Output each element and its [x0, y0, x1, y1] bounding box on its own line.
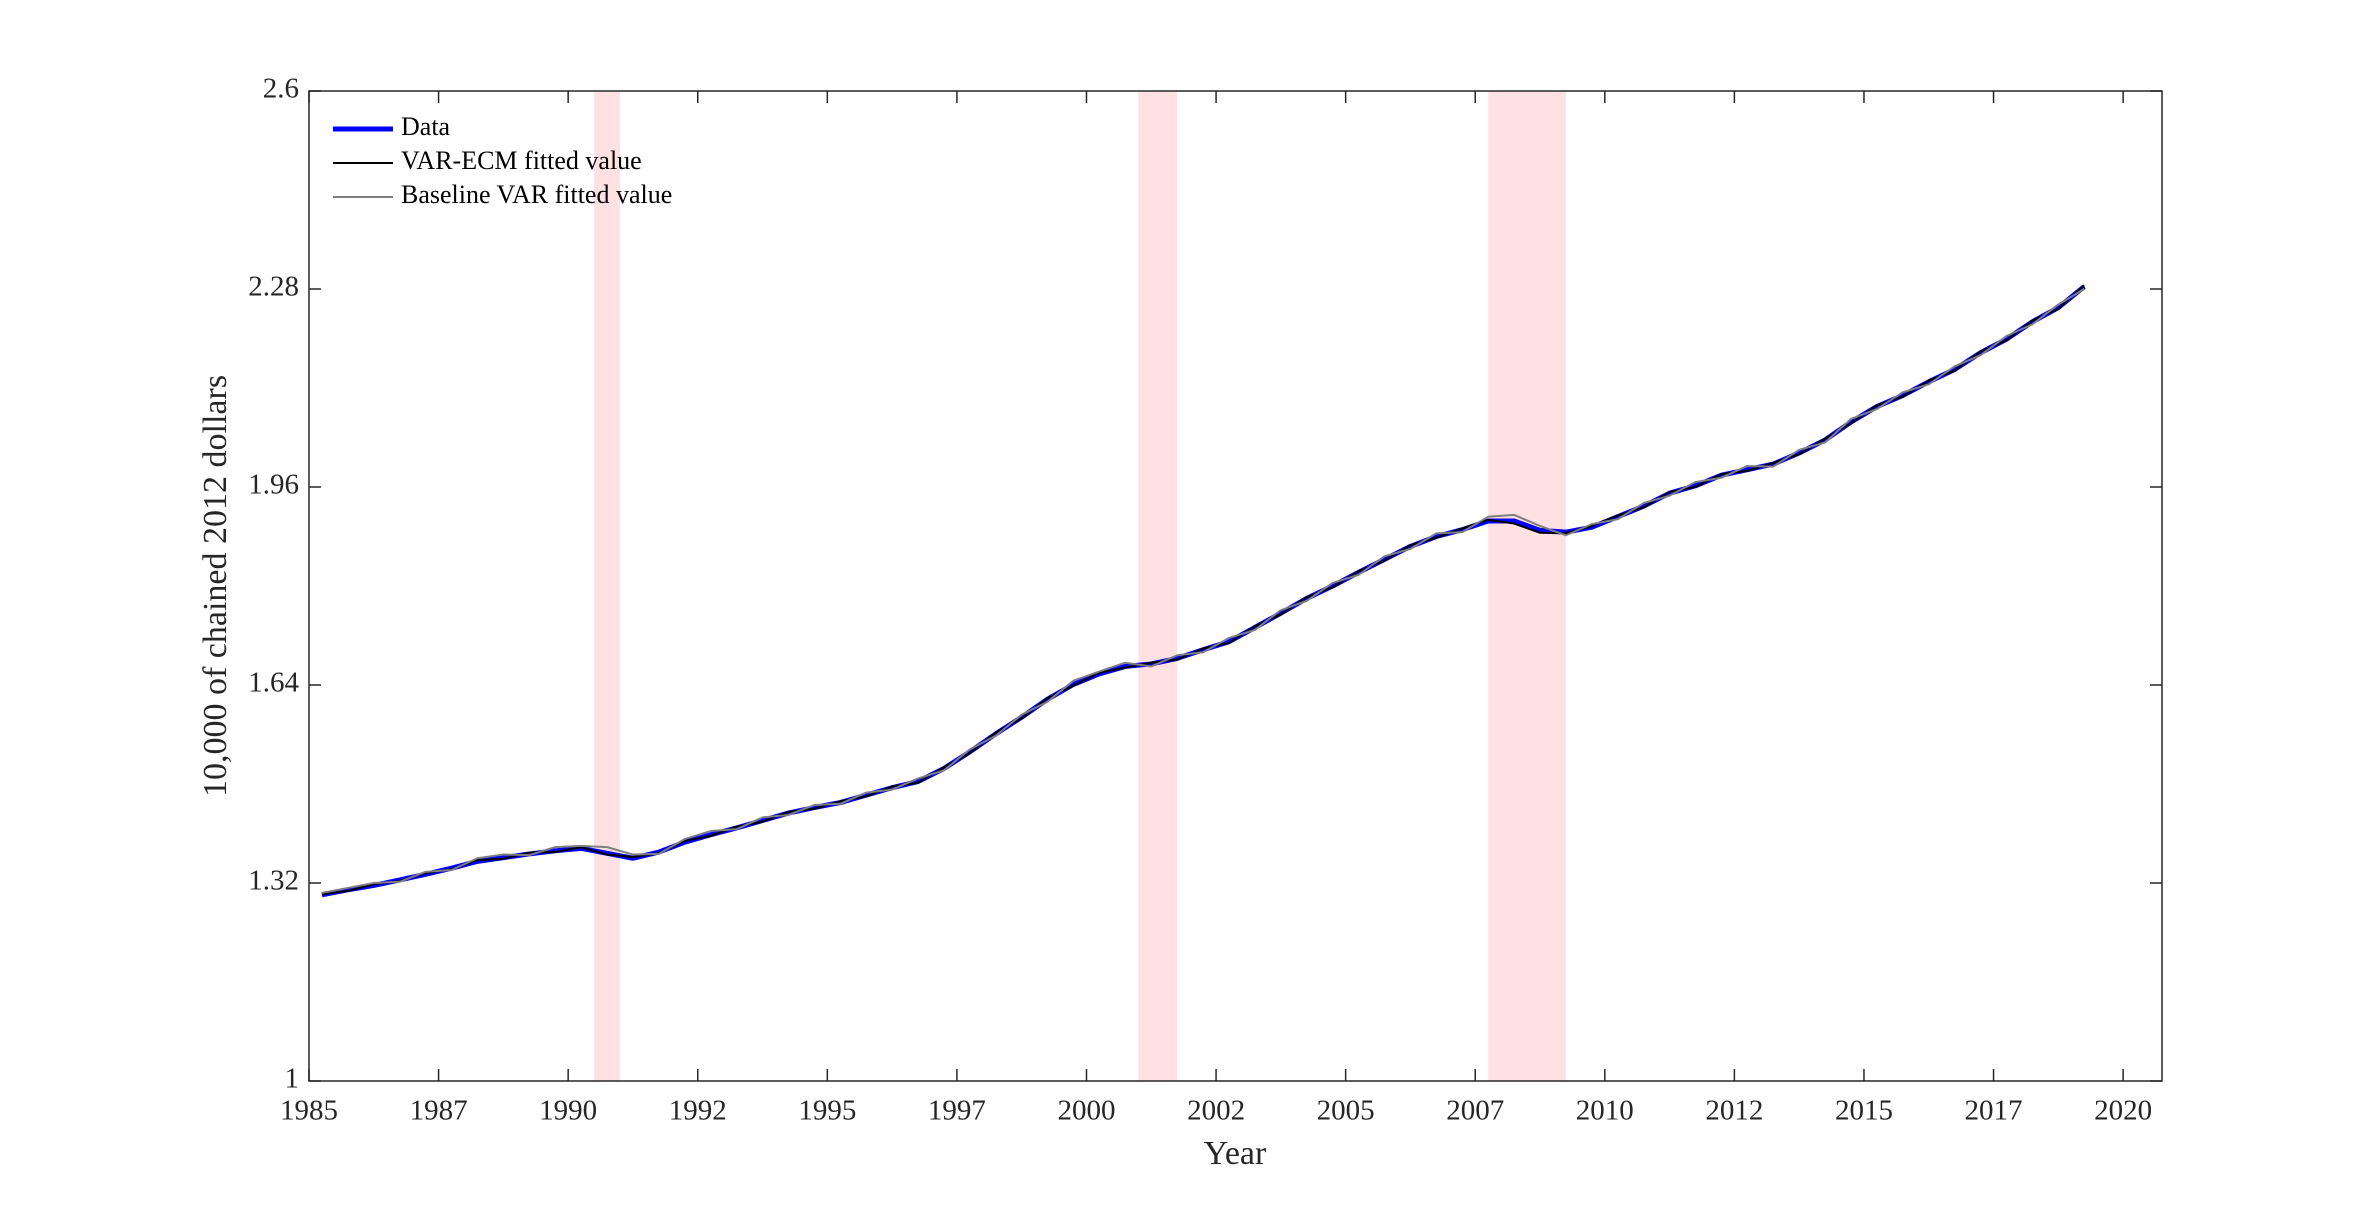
x-tick-label: 2010 — [1576, 1095, 1634, 1127]
x-tick-label: 1990 — [539, 1095, 597, 1127]
recession-band — [1488, 91, 1566, 1081]
x-tick-label: 1997 — [928, 1095, 986, 1127]
x-tick-label: 2017 — [1965, 1095, 2023, 1127]
data-line — [321, 284, 2085, 896]
x-tick-label: 1992 — [669, 1095, 727, 1127]
x-tick-label: 1985 — [280, 1095, 338, 1127]
legend-label: VAR-ECM fitted value — [401, 146, 642, 175]
y-tick-label: 2.6 — [263, 73, 299, 105]
y-axis-label: 10,000 of chained 2012 dollars — [197, 375, 234, 797]
y-tick-label: 1.64 — [248, 667, 299, 699]
x-tick-label: 1987 — [410, 1095, 468, 1127]
x-tick-label: 2015 — [1835, 1095, 1893, 1127]
x-tick-label: 2020 — [2094, 1095, 2152, 1127]
y-tick-label: 1.32 — [248, 865, 299, 897]
x-tick-label: 2007 — [1446, 1095, 1504, 1127]
y-tick-label: 1.96 — [248, 469, 299, 501]
x-tick-label: 1995 — [798, 1095, 856, 1127]
recession-band — [594, 91, 620, 1081]
plot-frame — [308, 90, 2163, 1082]
x-tick-label: 2002 — [1187, 1095, 1245, 1127]
x-tick-label: 2012 — [1705, 1095, 1763, 1127]
legend-label: Baseline VAR fitted value — [401, 180, 672, 209]
x-tick-label: 2005 — [1317, 1095, 1375, 1127]
legend-label: Data — [401, 112, 451, 141]
y-tick-label: 1 — [285, 1063, 300, 1095]
recession-band — [1138, 91, 1178, 1081]
data-line — [321, 288, 2085, 894]
y-tick-label: 2.28 — [248, 271, 299, 303]
x-axis-label: Year — [1204, 1135, 1267, 1172]
x-tick-label: 2000 — [1057, 1095, 1115, 1127]
